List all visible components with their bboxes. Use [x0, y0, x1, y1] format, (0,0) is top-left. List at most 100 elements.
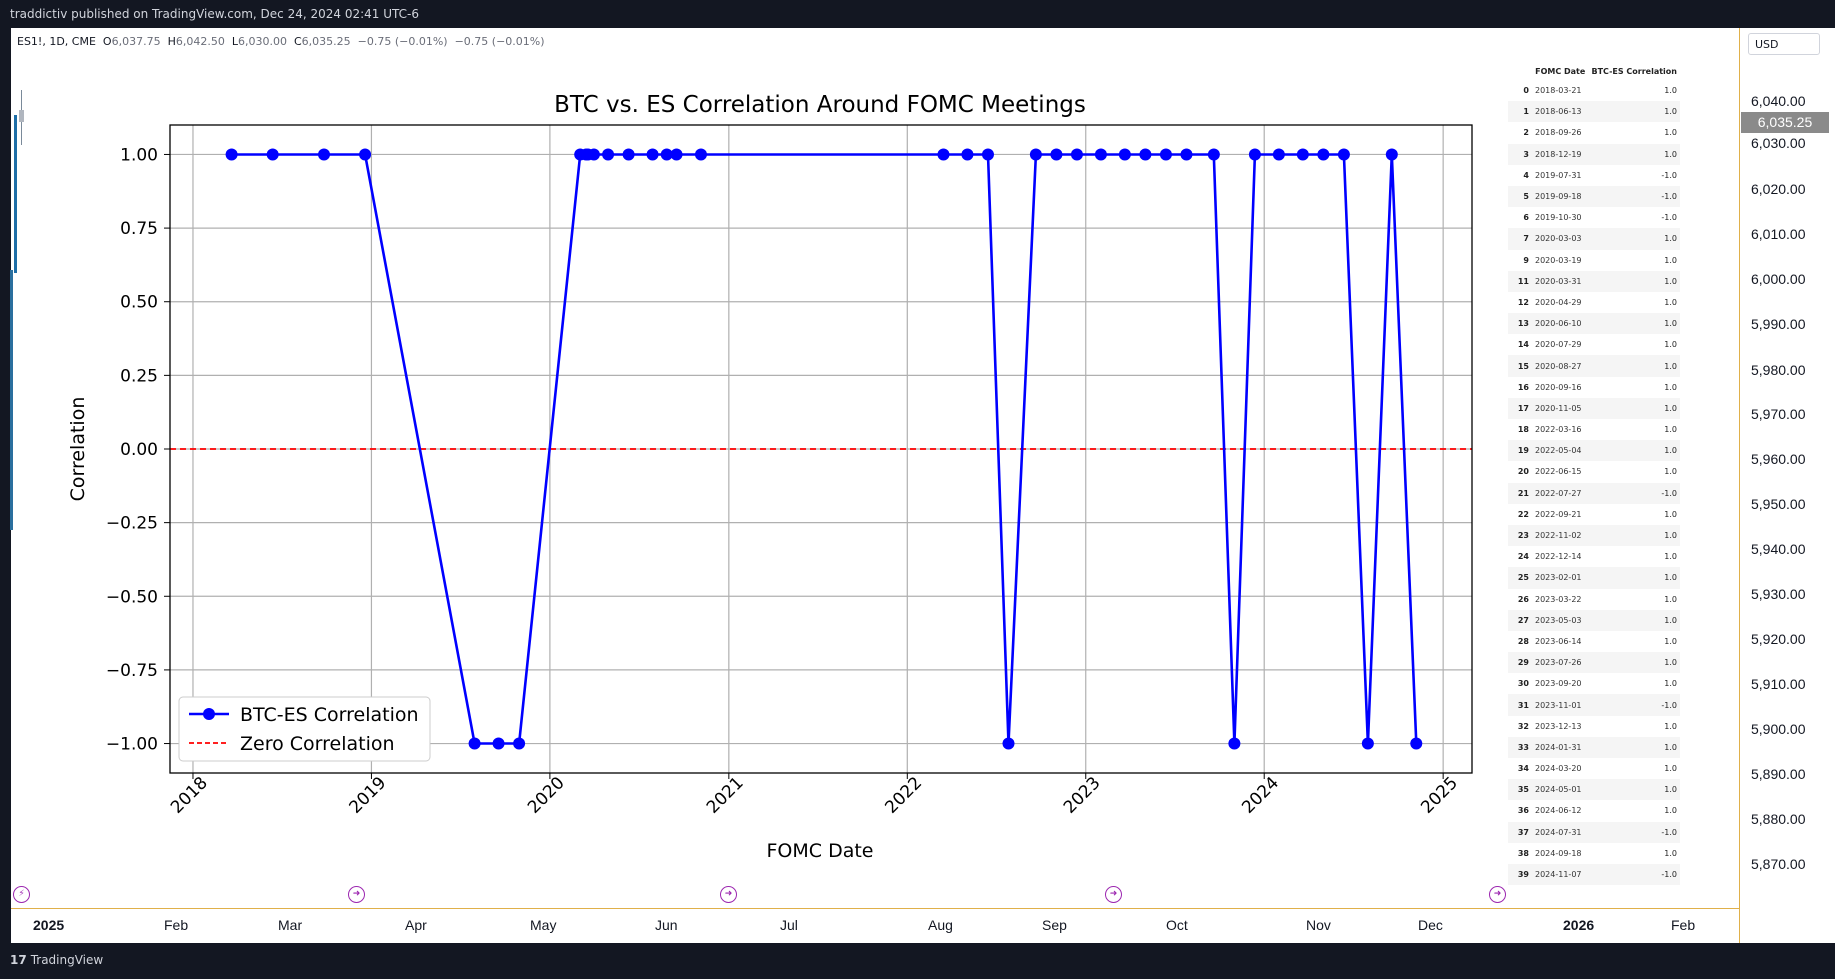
close-label: C — [293, 35, 302, 48]
table-row: 6 2019-10-30 -1.0 — [1508, 207, 1680, 228]
table-cell-corr: 1.0 — [1588, 270, 1680, 292]
table-cell-corr: -1.0 — [1588, 863, 1680, 886]
x-tick-label: 2019 — [346, 773, 391, 818]
correlation-point — [1094, 148, 1107, 161]
table-cell-corr: 1.0 — [1664, 467, 1677, 477]
table-cell-corr: 1.0 — [1664, 297, 1677, 307]
correlation-point — [660, 148, 673, 161]
table-row: 16 2020-09-16 1.0 — [1508, 377, 1680, 398]
table-cell-index: 6 — [1523, 213, 1529, 223]
table-cell-index: 39 — [1508, 863, 1532, 886]
table-cell-date: 2023-07-26 — [1532, 652, 1589, 674]
candle-stub — [10, 270, 13, 530]
table-cell-corr: 1.0 — [1664, 806, 1677, 816]
tradingview-brand[interactable]: 17 TradingView — [10, 953, 103, 967]
table-cell-date: 2022-05-04 — [1532, 440, 1589, 462]
correlation-point — [513, 737, 526, 750]
table-cell-corr: 1.0 — [1664, 86, 1677, 96]
tradingview-logo-icon: 17 — [10, 953, 27, 967]
price-label: 5,870.00 — [1751, 856, 1806, 872]
table-cell-date: 2022-03-16 — [1535, 425, 1582, 435]
arrow-circle-icon[interactable]: ➜ — [348, 886, 365, 903]
table-cell-index: 4 — [1523, 170, 1529, 180]
time-label: 2025 — [33, 917, 65, 933]
correlation-point — [1002, 737, 1015, 750]
arrow-circle-icon[interactable]: ➜ — [1489, 886, 1506, 903]
correlation-point — [1070, 148, 1083, 161]
correlation-point — [318, 148, 331, 161]
price-label: 5,950.00 — [1751, 496, 1806, 512]
chart-pane[interactable] — [11, 28, 1739, 943]
y-tick-labels: 1.00 0.75 0.50 0.25 0.00 −0.25 −0.50 −0.75 −1.00 — [106, 145, 170, 755]
table-cell-date: 2023-12-13 — [1535, 721, 1582, 731]
table-cell-corr: 1.0 — [1664, 721, 1677, 731]
lightning-icon[interactable]: ⚡ — [13, 886, 30, 903]
table-cell-index: 37 — [1508, 821, 1532, 843]
currency-button[interactable]: USD — [1748, 33, 1820, 55]
table-row: 31 2023-11-01 -1.0 — [1508, 694, 1680, 716]
correlation-point — [1228, 737, 1241, 750]
table-cell-index: 19 — [1508, 440, 1532, 462]
time-axis[interactable] — [11, 908, 1739, 943]
correlation-point — [1029, 148, 1042, 161]
price-label: 5,910.00 — [1751, 676, 1806, 692]
x-tick-label: 2022 — [881, 773, 926, 818]
table-row: 27 2023-05-03 1.0 — [1508, 609, 1680, 631]
table-cell-date: 2024-01-31 — [1532, 736, 1589, 758]
candle-stub — [19, 110, 24, 122]
arrow-circle-icon[interactable]: ➜ — [720, 886, 737, 903]
y-tick-label: −0.50 — [106, 587, 158, 607]
y-axis-label: Correlation — [67, 397, 89, 502]
x-tick-label: 2023 — [1060, 773, 1105, 818]
table-cell-index: 33 — [1508, 736, 1532, 758]
y-tick-label: 0.50 — [120, 293, 158, 313]
table-cell-corr: 1.0 — [1588, 355, 1680, 377]
table-cell-date: 2019-09-18 — [1532, 185, 1589, 208]
table-cell-index: 9 — [1523, 255, 1529, 265]
table-header-row: FOMC Date BTC-ES Correlation — [1508, 63, 1680, 80]
table-cell-corr: -1.0 — [1588, 482, 1680, 504]
table-cell-date: 2023-03-22 — [1535, 594, 1582, 604]
table-row: 24 2022-12-14 1.0 — [1508, 546, 1680, 567]
price-axis[interactable] — [1739, 28, 1835, 943]
change-value: −0.75 (−0.01%) — [357, 35, 448, 48]
correlation-point — [225, 148, 238, 161]
table-cell-corr: 1.0 — [1588, 228, 1680, 250]
table-cell-date: 2024-06-12 — [1535, 806, 1582, 816]
table-cell-index: 13 — [1508, 313, 1532, 335]
table-cell-corr: -1.0 — [1588, 185, 1680, 208]
high-value: 6,042.50 — [175, 35, 225, 48]
time-label: Oct — [1166, 917, 1188, 933]
table-cell-corr: 1.0 — [1664, 425, 1677, 435]
table-header-date: FOMC Date — [1535, 67, 1586, 76]
correlation-point — [981, 148, 994, 161]
table-cell-index: 25 — [1508, 567, 1532, 589]
table-cell-index: 21 — [1508, 482, 1532, 504]
table-row: 14 2020-07-29 1.0 — [1508, 334, 1680, 355]
table-cell-date: 2018-09-26 — [1535, 128, 1582, 138]
table-cell-date: 2018-12-19 — [1532, 143, 1589, 165]
correlation-point — [1296, 148, 1309, 161]
arrow-circle-icon[interactable]: ➜ — [1105, 886, 1122, 903]
table-cell-index: 3 — [1508, 143, 1532, 165]
publish-bar: traddictiv published on TradingView.com,… — [0, 0, 1835, 28]
y-tick-label: 1.00 — [120, 145, 158, 165]
table-row: 34 2024-03-20 1.0 — [1508, 758, 1680, 779]
table-cell-corr: 1.0 — [1588, 143, 1680, 165]
high-label: H — [167, 35, 176, 48]
price-label: 5,890.00 — [1751, 766, 1806, 782]
table-index-header — [1508, 63, 1532, 80]
open-value: 6,037.75 — [111, 35, 161, 48]
table-row: 3 2018-12-19 1.0 — [1508, 143, 1680, 165]
table-row: 38 2024-09-18 1.0 — [1508, 843, 1680, 864]
time-label: Dec — [1418, 917, 1443, 933]
table-row: 1 2018-06-13 1.0 — [1508, 101, 1680, 123]
table-cell-corr: 1.0 — [1664, 679, 1677, 689]
table-cell-corr: -1.0 — [1661, 213, 1677, 223]
table-row: 20 2022-06-15 1.0 — [1508, 461, 1680, 482]
table-cell-index: 16 — [1517, 382, 1529, 392]
price-label: 6,040.00 — [1751, 93, 1806, 109]
time-label: Aug — [928, 917, 953, 933]
table-cell-corr: -1.0 — [1588, 694, 1680, 716]
x-axis-label: FOMC Date — [767, 840, 874, 862]
